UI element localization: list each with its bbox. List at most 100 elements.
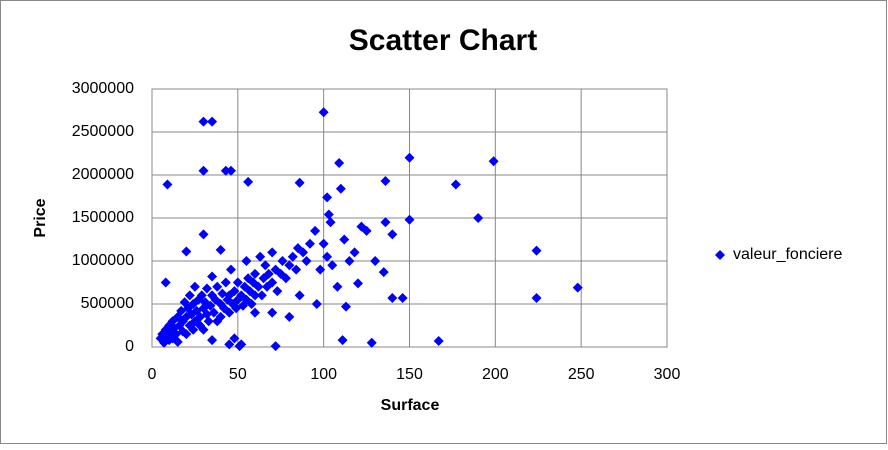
x-tick-label: 200 — [482, 366, 509, 383]
scatter-point — [450, 179, 461, 190]
scatter-point — [322, 192, 333, 203]
scatter-point — [291, 264, 302, 275]
scatter-point — [366, 337, 377, 348]
scatter-point — [267, 307, 278, 318]
scatter-point — [298, 247, 309, 258]
scatter-point — [433, 335, 444, 346]
scatter-point — [310, 225, 321, 236]
scatter-point — [304, 238, 315, 249]
scatter-point — [189, 281, 200, 292]
scatter-point — [380, 176, 391, 187]
x-tick-label: 250 — [568, 366, 595, 383]
scatter-point — [181, 246, 192, 257]
scatter-point — [188, 324, 199, 335]
x-tick-label: 0 — [148, 366, 157, 383]
scatter-point — [255, 251, 266, 262]
scatter-point — [332, 281, 343, 292]
scatter-point — [335, 183, 346, 194]
scatter-point — [322, 251, 333, 262]
scatter-point — [263, 268, 274, 279]
scatter-point — [370, 256, 381, 266]
scatter-point — [181, 329, 192, 340]
scatter-point — [404, 152, 415, 163]
scatter-point — [327, 260, 338, 271]
scatter-point — [250, 307, 260, 318]
scatter-point — [212, 281, 223, 292]
scatter-point — [198, 116, 209, 127]
scatter-point — [339, 234, 350, 245]
scatter-point — [229, 286, 240, 297]
scatter-point — [270, 341, 281, 352]
scatter-point — [301, 256, 312, 266]
scatter-point — [361, 225, 372, 236]
scatter-point — [378, 267, 389, 278]
scatter-point — [334, 157, 345, 168]
scatter-point — [220, 165, 231, 176]
scatter-point — [201, 283, 212, 294]
scatter-point — [397, 292, 408, 303]
scatter-point — [488, 156, 499, 167]
y-tick-label: 3000000 — [72, 80, 134, 97]
scatter-point — [325, 217, 336, 228]
scatter-point — [280, 273, 291, 284]
y-tick-label: 500000 — [81, 295, 134, 312]
x-tick-label: 100 — [310, 366, 337, 383]
scatter-point — [323, 209, 334, 220]
scatter-point — [344, 256, 355, 266]
scatter-point — [232, 277, 243, 288]
scatter-point — [172, 336, 183, 347]
scatter-point — [572, 282, 583, 293]
y-tick-label: 1500000 — [72, 209, 134, 226]
scatter-point — [215, 311, 226, 322]
scatter-point — [236, 339, 247, 350]
scatter-point — [353, 278, 363, 289]
scatter-point — [225, 165, 236, 176]
scatter-point — [224, 339, 235, 350]
scatter-point — [267, 277, 278, 288]
scatter-point — [207, 271, 218, 282]
scatter-point — [284, 311, 295, 322]
scatter-point — [287, 251, 298, 262]
chart-title: Scatter Chart — [349, 24, 537, 57]
scatter-point — [243, 176, 254, 187]
y-tick-label: 1000000 — [72, 252, 134, 269]
scatter-point — [215, 244, 226, 255]
scatter-point — [404, 214, 415, 225]
scatter-point — [473, 213, 484, 223]
scatter-point — [318, 107, 329, 118]
scatter-point — [225, 264, 236, 275]
scatter-point — [207, 335, 218, 346]
legend-marker — [715, 250, 725, 260]
scatter-point — [294, 290, 305, 301]
scatter-point — [256, 290, 267, 301]
scatter-point — [203, 316, 214, 327]
scatter-point — [207, 116, 218, 127]
y-tick-label: 2000000 — [72, 166, 134, 183]
scatter-point — [267, 247, 278, 258]
scatter-point — [220, 277, 231, 288]
scatter-point — [284, 260, 295, 271]
scatter-point — [198, 324, 209, 335]
scatter-point — [531, 292, 542, 303]
scatter-point — [380, 217, 391, 228]
scatter-point — [229, 333, 240, 344]
x-tick-label: 50 — [229, 366, 247, 383]
scatter-point — [311, 299, 322, 309]
scatter-point — [241, 256, 252, 266]
x-tick-label: 150 — [396, 366, 423, 383]
scatter-point — [201, 309, 212, 320]
scatter-point — [184, 290, 195, 301]
scatter-point — [198, 229, 209, 240]
scatter-point — [349, 247, 360, 258]
scatter-point — [196, 290, 207, 301]
scatter-point — [337, 335, 348, 346]
y-tick-label: 2500000 — [72, 123, 134, 140]
scatter-point — [198, 165, 209, 176]
scatter-point — [205, 300, 216, 311]
scatter-point — [250, 268, 260, 279]
scatter-point — [253, 281, 264, 292]
scatter-point — [340, 301, 351, 312]
scatter-point — [294, 177, 305, 188]
